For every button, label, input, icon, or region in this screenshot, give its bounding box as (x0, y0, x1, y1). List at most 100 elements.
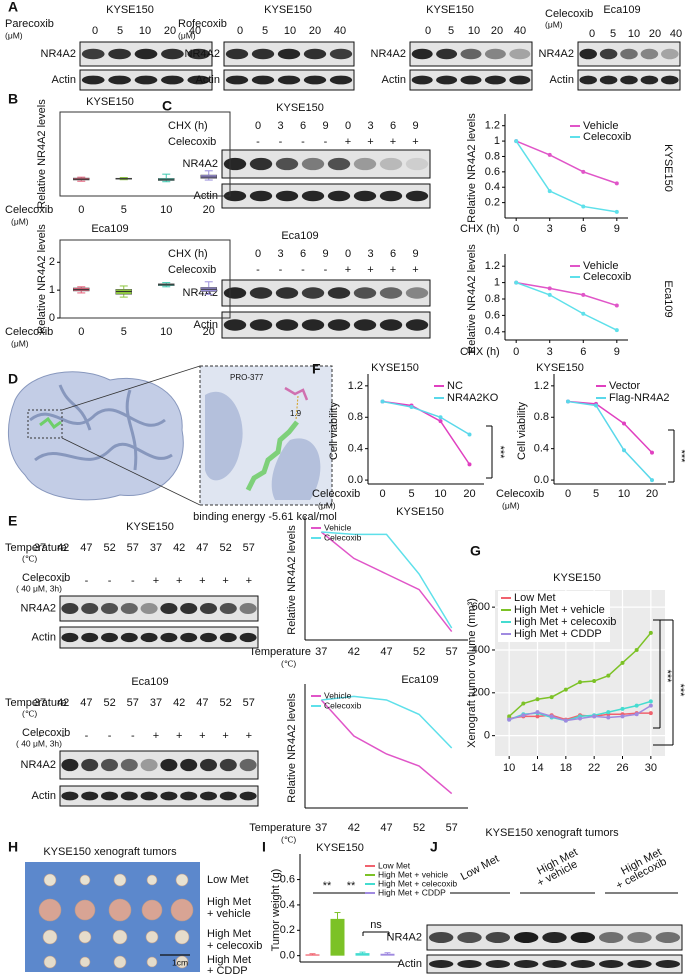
target-band (327, 287, 351, 299)
zoom-surface (205, 391, 321, 500)
target-band (223, 287, 247, 299)
chart-title: KYSE150 (536, 362, 584, 374)
plot-frame (59, 111, 231, 197)
target-band (199, 603, 218, 614)
point (535, 710, 540, 715)
x-tick-label: 9 (614, 223, 620, 235)
blot-title: Eca109 (131, 676, 168, 688)
x-tick-label: 26 (616, 762, 628, 774)
target-band (219, 758, 237, 772)
target-band (570, 932, 596, 943)
tumor (175, 873, 189, 887)
chart-title: KYSE150 (553, 572, 601, 584)
x-tick-label: 6 (580, 223, 586, 235)
lane-label: 0 (92, 25, 98, 37)
lane-label: 20 (164, 25, 176, 37)
target-band (160, 603, 178, 614)
tumor (43, 873, 57, 887)
row-label: Actin (32, 631, 56, 643)
panel-letter: B (8, 91, 18, 107)
actin-band (405, 190, 429, 202)
point (620, 714, 625, 719)
legend-label: High Met + CDDP (378, 887, 446, 897)
target-band (379, 157, 403, 171)
target-band (219, 603, 237, 614)
actin-band (180, 632, 198, 643)
x-axis-label: Celecoxib (5, 326, 53, 338)
target-band (120, 758, 138, 772)
lane-label: 37 (34, 697, 46, 709)
treatment-label: Temperature (5, 542, 67, 554)
point (606, 673, 611, 678)
point (507, 714, 512, 719)
x-tick-label: 10 (434, 488, 446, 500)
x-tick-label: 37 (315, 822, 327, 834)
legend-label: High Met + CDDP (514, 628, 602, 640)
point (614, 328, 619, 333)
y-axis-label: Relative NR4A2 levels (36, 99, 48, 209)
lane-label: - (61, 730, 65, 742)
lane-label: 57 (243, 542, 255, 554)
treatment-label: Celecoxib (22, 727, 70, 739)
lane-label: - (256, 136, 260, 148)
lane-label: 40 (334, 25, 346, 37)
lane-label: + (176, 575, 182, 587)
lane-label: - (279, 136, 283, 148)
point (521, 701, 526, 706)
treatment-label: Celecoxib (168, 264, 216, 276)
point (566, 399, 570, 404)
treatment-label: CHX (h) (168, 248, 208, 260)
point (650, 450, 654, 455)
row-label: NR4A2 (539, 48, 574, 60)
lane-label: + (345, 264, 351, 276)
panel-letter: D (8, 371, 18, 387)
actin-band (199, 632, 218, 643)
treatment-unit: (℃) (22, 553, 37, 563)
series-line (515, 140, 617, 213)
lane-label: + (412, 264, 418, 276)
y-tick-label: 0.6 (280, 873, 295, 885)
lane-label: 0 (237, 25, 243, 37)
target-band (329, 48, 353, 60)
actin-band (140, 632, 158, 643)
lane-label: + (222, 730, 228, 742)
plot-frame (59, 239, 231, 319)
annotation: ** (323, 880, 332, 892)
y-axis-label: Relative NR4A2 levels (286, 693, 298, 803)
legend-label: High Met + celecoxib (514, 616, 616, 628)
point (514, 139, 519, 144)
lane-label: 42 (57, 697, 69, 709)
y-tick-label: 1 (494, 135, 500, 147)
actin-band (239, 791, 257, 801)
actin-band (327, 319, 351, 331)
actin-band (100, 632, 119, 643)
treatment-label: Celecoxib (545, 8, 593, 20)
y-tick-label: 0.2 (485, 197, 500, 209)
lane-label: 9 (322, 120, 328, 132)
actin-band (640, 75, 659, 85)
lane-label: + (153, 730, 159, 742)
target-band (120, 603, 138, 614)
legend-label: Low Met (378, 860, 411, 870)
treatment-unit: (μM) (5, 30, 23, 40)
lane-label: 5 (262, 25, 268, 37)
x-tick-label: 0 (513, 346, 519, 358)
lane-label: 37 (150, 542, 162, 554)
actin-band (509, 75, 531, 85)
target-band (180, 758, 198, 772)
lane-label: 42 (57, 542, 69, 554)
group-label: + vehicle (207, 908, 251, 920)
binding-energy: binding energy -5.61 kcal/mol (193, 511, 337, 523)
actin-band (249, 190, 273, 202)
residue (284, 386, 309, 401)
lane-label: 57 (127, 697, 139, 709)
annotation: ** (347, 880, 356, 892)
target-band (161, 48, 184, 60)
actin-band (379, 190, 403, 202)
y-tick-label: 0.8 (348, 411, 363, 423)
lane-label: 37 (34, 542, 46, 554)
x-tick-label: 42 (348, 822, 360, 834)
actin-band (457, 960, 482, 968)
point (581, 292, 586, 297)
tumor (175, 955, 189, 969)
